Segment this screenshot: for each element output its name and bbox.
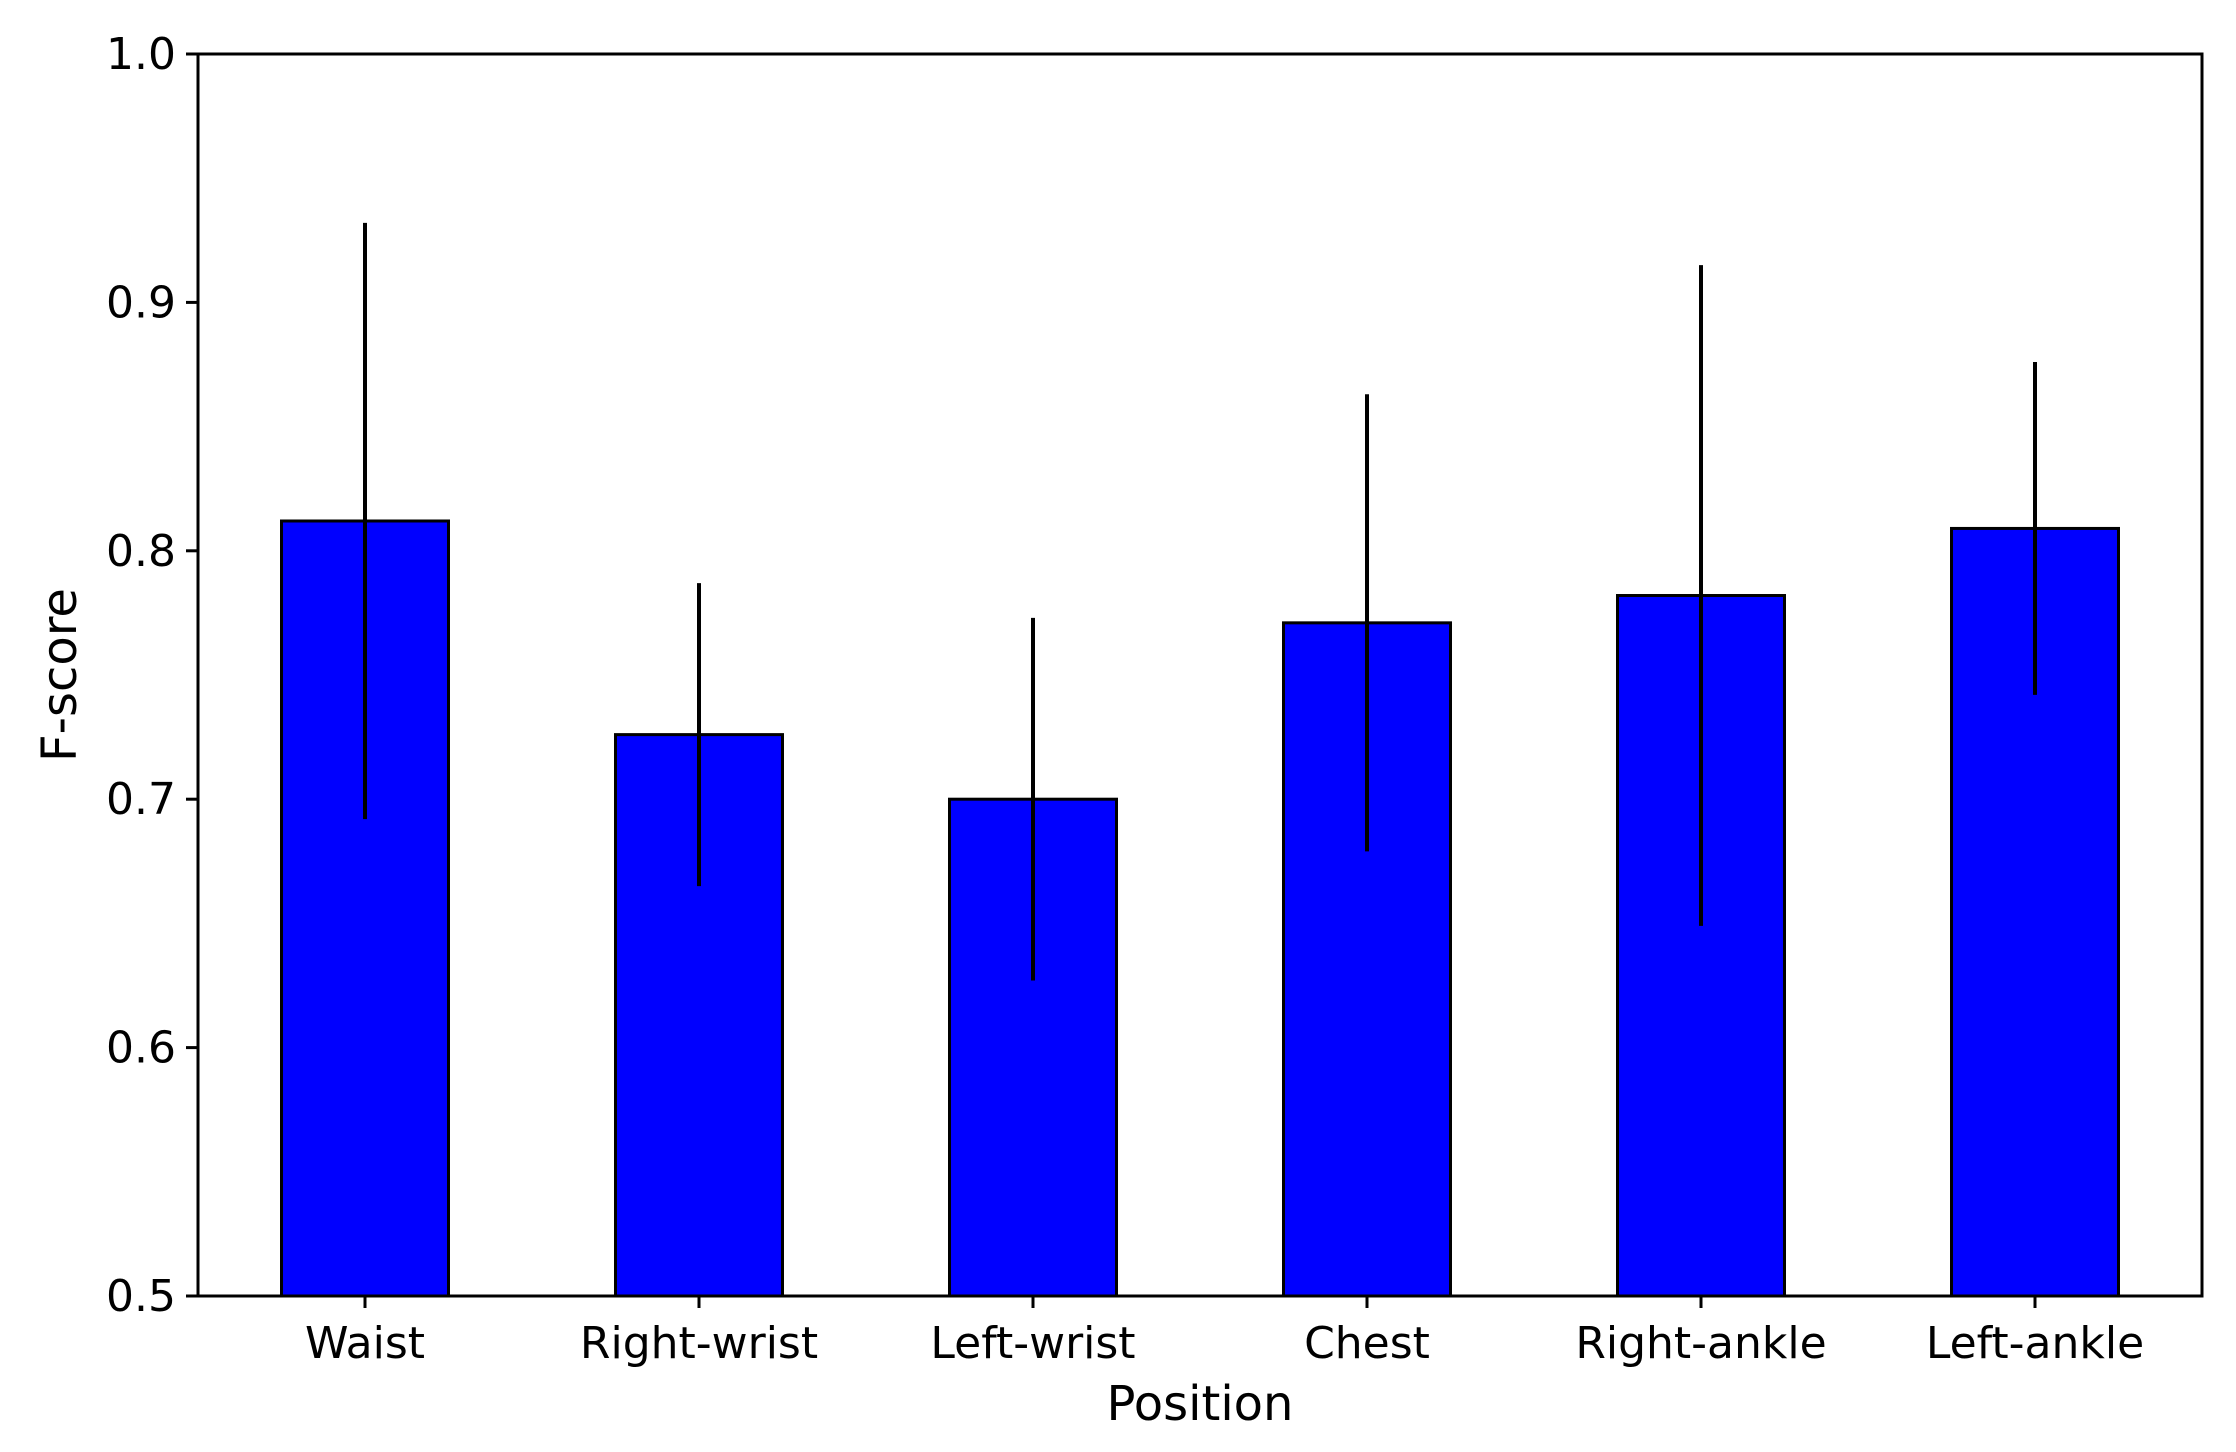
y-tick-label: 0.6 — [106, 1023, 176, 1074]
x-tick-label: Right-ankle — [1575, 1318, 1826, 1369]
x-tick-label: Left-wrist — [930, 1318, 1135, 1369]
x-axis: Waist Right-wrist Left-wrist Chest Right-ank… — [305, 1296, 2144, 1369]
x-tick-label: Right-wrist — [580, 1318, 818, 1369]
error-bars-group — [363, 222, 2037, 981]
bars-group — [280, 519, 2120, 1298]
plot-frame — [196, 52, 2204, 1298]
x-tick-label: Waist — [305, 1318, 425, 1369]
y-axis: 0.5 0.6 0.7 0.8 0.9 1.0 — [106, 29, 198, 1322]
y-tick-label: 0.8 — [106, 526, 176, 577]
x-tick-label: Left-ankle — [1926, 1318, 2144, 1369]
y-tick-label: 0.5 — [106, 1271, 176, 1322]
x-tick-label: Chest — [1304, 1318, 1430, 1369]
y-tick-label: 1.0 — [106, 29, 176, 80]
x-axis-title: Position — [1107, 1376, 1294, 1432]
y-tick-label: 0.7 — [106, 774, 176, 825]
y-axis-title: F-score — [32, 588, 88, 762]
y-tick-label: 0.9 — [106, 277, 176, 328]
